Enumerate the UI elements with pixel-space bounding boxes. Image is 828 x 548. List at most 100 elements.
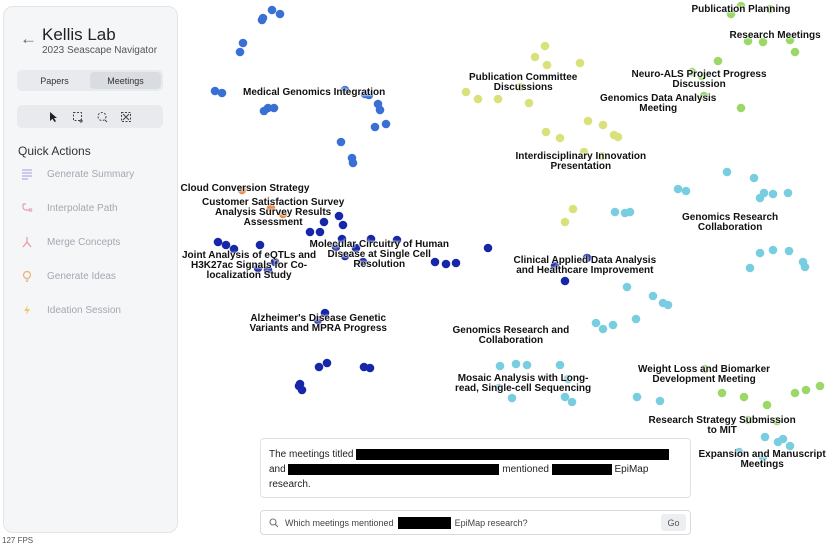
meeting-point[interactable] [322, 358, 332, 368]
generate-ideas-button[interactable]: Generate Ideas [20, 269, 116, 283]
meeting-point[interactable] [259, 106, 269, 116]
cluster-label[interactable]: Customer Satisfaction Survey Analysis Su… [202, 197, 345, 228]
meeting-point[interactable] [269, 103, 279, 113]
meeting-point[interactable] [784, 246, 794, 256]
cluster-label[interactable]: Publication Committee Discussions [469, 72, 578, 93]
meeting-point[interactable] [530, 52, 540, 62]
meeting-point[interactable] [358, 257, 368, 267]
meeting-point[interactable] [348, 158, 358, 168]
meeting-point[interactable] [313, 315, 323, 325]
meeting-point[interactable] [758, 452, 768, 462]
meeting-point[interactable] [255, 240, 265, 250]
meeting-point[interactable] [755, 248, 765, 258]
meeting-point[interactable] [673, 184, 683, 194]
meeting-point[interactable] [560, 217, 570, 227]
meeting-point[interactable] [583, 116, 593, 126]
meeting-point[interactable] [392, 235, 402, 245]
meeting-point[interactable] [331, 242, 341, 252]
meeting-point[interactable] [493, 94, 503, 104]
meeting-point[interactable] [743, 415, 753, 425]
meeting-point[interactable] [522, 360, 532, 370]
meeting-point[interactable] [568, 204, 578, 214]
meeting-point[interactable] [745, 263, 755, 273]
meeting-point[interactable] [760, 432, 770, 442]
meeting-point[interactable] [591, 318, 601, 328]
meeting-point[interactable] [515, 82, 525, 92]
meeting-point[interactable] [336, 137, 346, 147]
meeting-point[interactable] [270, 257, 280, 267]
meeting-point[interactable] [461, 87, 471, 97]
meeting-point[interactable] [473, 94, 483, 104]
meeting-point[interactable] [430, 257, 440, 267]
meeting-point[interactable] [759, 188, 769, 198]
meeting-point[interactable] [253, 263, 263, 273]
cluster-label[interactable]: Expansion and Manuscript Meetings [698, 449, 826, 470]
cluster-label[interactable]: Cloud Conversion Strategy [180, 183, 310, 194]
cluster-label[interactable]: Research Strategy Submission to MIT [648, 415, 796, 436]
cluster-label[interactable]: Research Meetings [729, 30, 821, 41]
meeting-point[interactable] [631, 314, 641, 324]
meeting-point[interactable] [495, 361, 505, 371]
meeting-point[interactable] [540, 41, 550, 51]
meeting-point[interactable] [365, 363, 375, 373]
meeting-point[interactable] [340, 251, 350, 261]
meeting-point[interactable] [749, 173, 759, 183]
meeting-point[interactable] [772, 416, 782, 426]
meeting-point[interactable] [663, 300, 673, 310]
meeting-point[interactable] [334, 211, 344, 221]
meeting-point[interactable] [765, 4, 775, 14]
tab-papers[interactable]: Papers [40, 75, 69, 86]
meeting-point[interactable] [722, 167, 732, 177]
meeting-point[interactable] [217, 88, 227, 98]
meeting-point[interactable] [483, 243, 493, 253]
meeting-point[interactable] [597, 151, 607, 161]
meeting-point[interactable] [582, 253, 592, 263]
meeting-point[interactable] [278, 209, 288, 219]
cluster-label[interactable]: Alzheimer's Disease Genetic Variants and… [249, 313, 387, 334]
meeting-point[interactable] [294, 381, 304, 391]
meeting-point[interactable] [783, 188, 793, 198]
meeting-point[interactable] [739, 392, 749, 402]
meeting-point[interactable] [370, 122, 380, 132]
meeting-point[interactable] [319, 217, 329, 227]
meeting-point[interactable] [235, 47, 245, 57]
meeting-point[interactable] [210, 86, 220, 96]
meeting-point[interactable] [337, 234, 347, 244]
meeting-point[interactable] [494, 383, 504, 393]
meeting-point[interactable] [734, 447, 744, 457]
meeting-point[interactable] [713, 56, 723, 66]
query-bar[interactable]: Which meetings mentioned EpiMap research… [260, 510, 691, 535]
meeting-point[interactable] [238, 38, 248, 48]
meeting-point[interactable] [567, 397, 577, 407]
meeting-point[interactable] [275, 9, 285, 19]
meeting-point[interactable] [237, 185, 247, 195]
meeting-point[interactable] [762, 400, 772, 410]
meeting-point[interactable] [511, 359, 521, 369]
meeting-point[interactable] [507, 393, 517, 403]
meeting-point[interactable] [441, 259, 451, 269]
meeting-point[interactable] [338, 220, 348, 230]
lasso-icon[interactable] [96, 111, 108, 123]
meeting-point[interactable] [221, 240, 231, 250]
meeting-point[interactable] [213, 237, 223, 247]
meeting-point[interactable] [555, 133, 565, 143]
meeting-point[interactable] [610, 207, 620, 217]
meeting-point[interactable] [726, 9, 736, 19]
meeting-point[interactable] [736, 103, 746, 113]
cluster-label[interactable]: Molecular Circuitry of Human Disease at … [309, 239, 449, 270]
meeting-point[interactable] [717, 388, 727, 398]
meeting-point[interactable] [360, 89, 370, 99]
meeting-point[interactable] [263, 265, 273, 275]
go-button[interactable]: Go [661, 514, 686, 531]
meeting-point[interactable] [687, 67, 697, 77]
cluster-label[interactable]: Weight Loss and Biomarker Development Me… [638, 364, 771, 385]
tab-meetings[interactable]: Meetings [90, 72, 161, 89]
pointer-icon[interactable] [48, 111, 60, 123]
meeting-point[interactable] [800, 262, 810, 272]
meeting-point[interactable] [560, 392, 570, 402]
meeting-point[interactable] [524, 98, 534, 108]
cluster-label[interactable]: Joint Analysis of eQTLs and H3K27ac Sign… [182, 250, 317, 281]
cluster-label[interactable]: Mosaic Analysis with Long- read, Single-… [455, 373, 592, 394]
meeting-point[interactable] [314, 362, 324, 372]
